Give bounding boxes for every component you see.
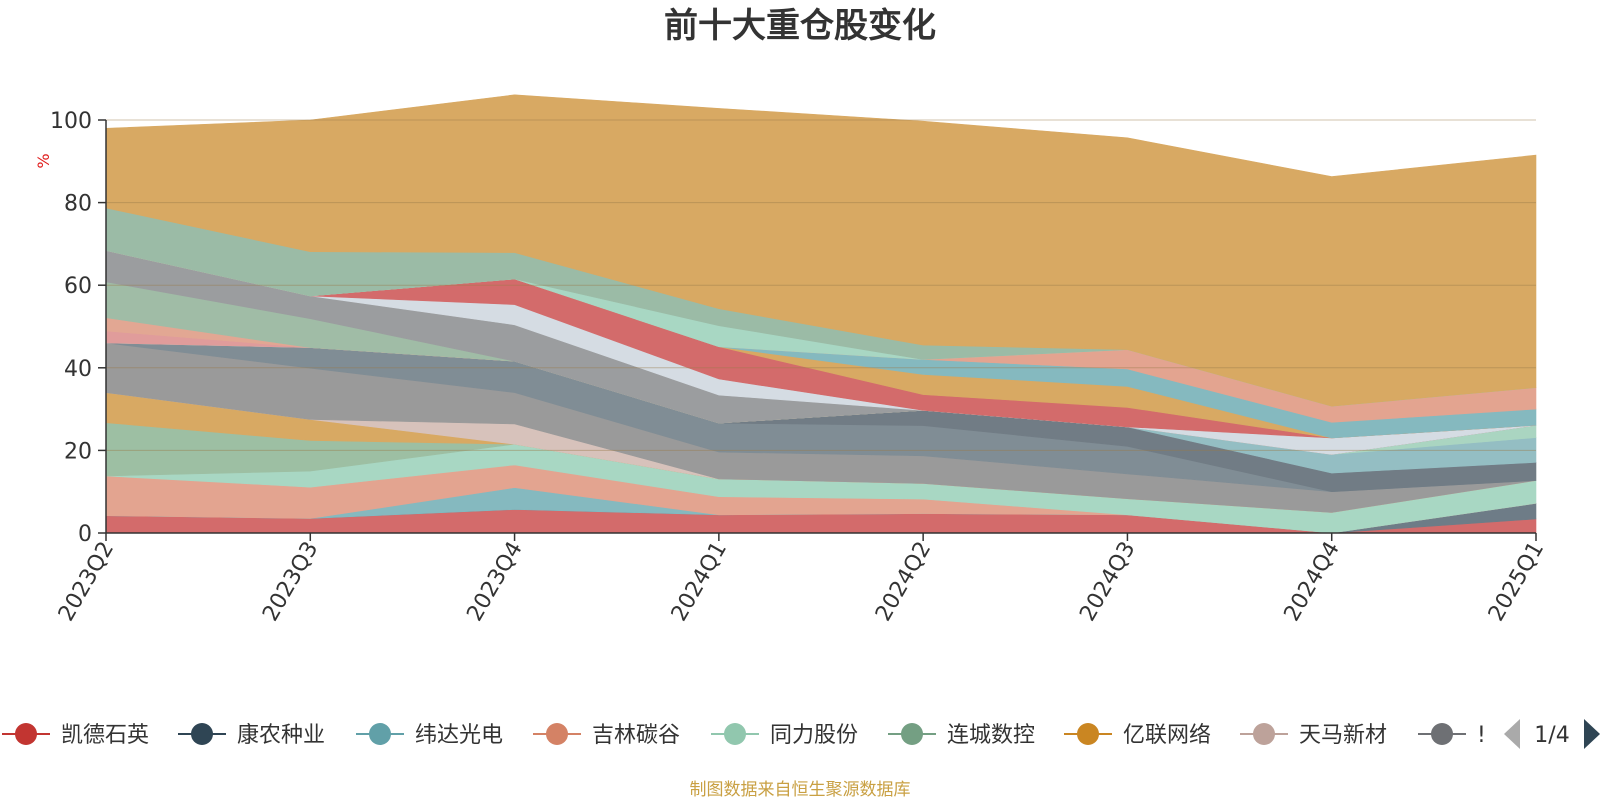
- x-tick-label: 2024Q4: [1280, 538, 1345, 626]
- x-tick-label: 2025Q1: [1484, 538, 1549, 626]
- legend-marker-icon: [15, 723, 37, 745]
- legend-label: !: [1477, 723, 1486, 748]
- legend-label: 纬达光电: [415, 723, 503, 748]
- legend-label: 天马新材: [1299, 723, 1387, 748]
- y-tick-label: 0: [78, 522, 92, 547]
- legend-marker-icon: [724, 723, 746, 745]
- legend-label: 连城数控: [947, 723, 1035, 748]
- legend-item[interactable]: 吉林碳谷: [533, 723, 680, 748]
- legend-label: 同力股份: [770, 723, 858, 748]
- x-tick-label: 2023Q2: [54, 538, 119, 626]
- legend-item[interactable]: 凯德石英: [2, 723, 149, 748]
- legend-marker-icon: [1077, 723, 1099, 745]
- y-tick-label: 100: [50, 109, 92, 134]
- axes: [105, 120, 1536, 534]
- legend-item[interactable]: 天马新材: [1240, 723, 1387, 748]
- area-series-25: [105, 94, 1537, 407]
- legend-marker-icon: [369, 723, 391, 745]
- legend-label: 凯德石英: [61, 723, 149, 748]
- chart-title: 前十大重仓股变化: [664, 6, 936, 46]
- legend-label: 吉林碳谷: [592, 723, 680, 748]
- legend-items: 凯德石英 康农种业 纬达光电 吉林碳谷 同力股份 连城数控 亿联网络 天马新材!: [2, 723, 1486, 748]
- legend-marker-icon: [1431, 723, 1453, 745]
- x-tick-label: 2023Q4: [462, 538, 527, 626]
- legend-label: 康农种业: [237, 723, 325, 748]
- legend-prev-page-icon[interactable]: [1504, 719, 1520, 749]
- legend-item[interactable]: 连城数控: [888, 723, 1035, 748]
- legend-marker-icon: [191, 723, 213, 745]
- legend-page-indicator: 1/4: [1534, 723, 1569, 748]
- y-tick-label: 40: [64, 357, 92, 382]
- x-tick-label: 2023Q3: [258, 538, 323, 626]
- y-tick-label: 20: [64, 439, 92, 464]
- area-layers: [105, 94, 1537, 534]
- x-ticks: 2023Q2 2023Q3 2023Q4 2024Q1 2024Q2 2024Q3 2024…: [54, 533, 1549, 626]
- legend-next-page-icon[interactable]: [1584, 719, 1600, 749]
- legend-item[interactable]: !: [1418, 723, 1486, 748]
- gridlines: [106, 119, 1536, 451]
- x-tick-label: 2024Q1: [667, 538, 732, 626]
- y-tick-label: 60: [64, 274, 92, 299]
- legend-item[interactable]: 同力股份: [711, 723, 858, 748]
- data-source-note: 制图数据来自恒生聚源数据库: [690, 780, 911, 800]
- legend-item[interactable]: 纬达光电: [356, 723, 503, 748]
- legend[interactable]: 凯德石英 康农种业 纬达光电 吉林碳谷 同力股份 连城数控 亿联网络 天马新材! 1/4: [0, 710, 1600, 760]
- y-tick-label: 80: [64, 192, 92, 217]
- legend-item[interactable]: 亿联网络: [1064, 723, 1211, 748]
- x-tick-label: 2024Q3: [1075, 538, 1140, 626]
- x-tick-label: 2024Q2: [871, 538, 936, 626]
- legend-marker-icon: [546, 723, 568, 745]
- y-ticks: 0 20 40 60 80 100: [50, 109, 106, 547]
- legend-marker-icon: [1253, 723, 1275, 745]
- legend-marker-icon: [901, 723, 923, 745]
- legend-item[interactable]: 康农种业: [178, 723, 325, 748]
- y-axis-label: %: [34, 153, 53, 168]
- legend-label: 亿联网络: [1123, 723, 1211, 748]
